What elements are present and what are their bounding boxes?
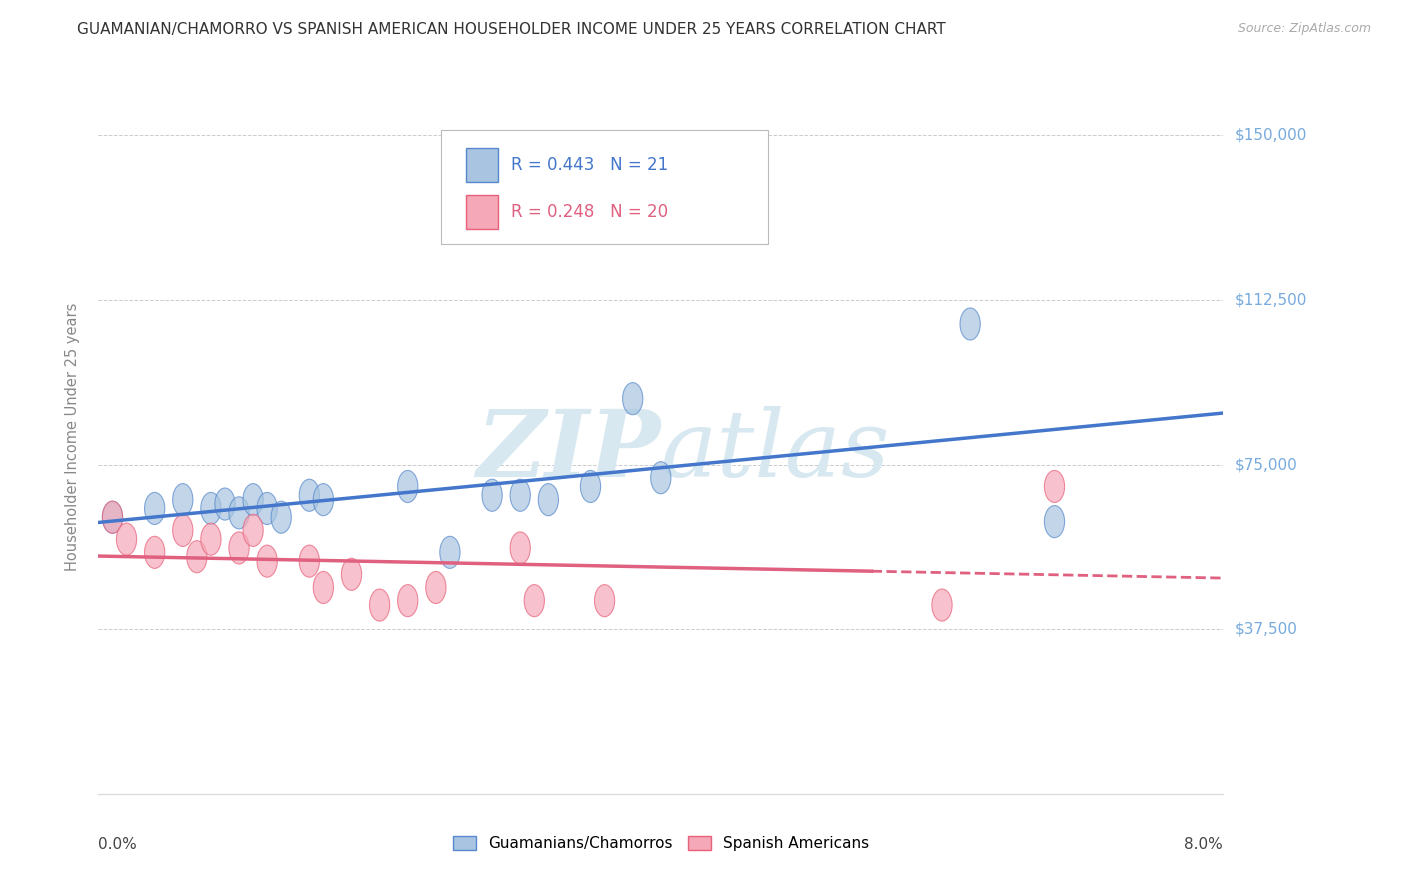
FancyBboxPatch shape (441, 130, 768, 244)
Ellipse shape (538, 483, 558, 516)
Ellipse shape (173, 515, 193, 547)
Ellipse shape (103, 501, 122, 533)
Ellipse shape (510, 479, 530, 511)
Ellipse shape (103, 501, 122, 533)
Ellipse shape (271, 501, 291, 533)
Ellipse shape (187, 541, 207, 573)
Ellipse shape (398, 470, 418, 502)
Ellipse shape (173, 483, 193, 516)
Ellipse shape (524, 584, 544, 616)
Text: $112,500: $112,500 (1234, 293, 1306, 308)
Text: GUAMANIAN/CHAMORRO VS SPANISH AMERICAN HOUSEHOLDER INCOME UNDER 25 YEARS CORRELA: GUAMANIAN/CHAMORRO VS SPANISH AMERICAN H… (77, 22, 946, 37)
Ellipse shape (510, 532, 530, 564)
Ellipse shape (342, 558, 361, 591)
Ellipse shape (299, 545, 319, 577)
Text: R = 0.443   N = 21: R = 0.443 N = 21 (512, 156, 668, 174)
Ellipse shape (960, 308, 980, 340)
Ellipse shape (243, 483, 263, 516)
Ellipse shape (257, 492, 277, 524)
Text: 0.0%: 0.0% (98, 837, 138, 852)
Text: R = 0.248   N = 20: R = 0.248 N = 20 (512, 203, 668, 221)
Ellipse shape (1045, 506, 1064, 538)
Ellipse shape (1045, 470, 1064, 502)
Ellipse shape (623, 383, 643, 415)
Ellipse shape (145, 536, 165, 568)
Ellipse shape (314, 483, 333, 516)
Ellipse shape (314, 572, 333, 604)
Text: atlas: atlas (661, 407, 890, 496)
FancyBboxPatch shape (467, 195, 498, 229)
Ellipse shape (117, 523, 136, 555)
Text: 8.0%: 8.0% (1184, 837, 1223, 852)
Text: $37,500: $37,500 (1234, 622, 1298, 637)
Ellipse shape (595, 584, 614, 616)
Ellipse shape (932, 589, 952, 621)
Ellipse shape (243, 515, 263, 547)
Ellipse shape (257, 545, 277, 577)
Y-axis label: Householder Income Under 25 years: Householder Income Under 25 years (65, 303, 80, 571)
Ellipse shape (370, 589, 389, 621)
Ellipse shape (229, 532, 249, 564)
Ellipse shape (426, 572, 446, 604)
Ellipse shape (299, 479, 319, 511)
Text: $75,000: $75,000 (1234, 457, 1298, 472)
Text: $150,000: $150,000 (1234, 128, 1306, 143)
Ellipse shape (201, 492, 221, 524)
Ellipse shape (440, 536, 460, 568)
Ellipse shape (215, 488, 235, 520)
Ellipse shape (482, 479, 502, 511)
Text: Source: ZipAtlas.com: Source: ZipAtlas.com (1237, 22, 1371, 36)
Ellipse shape (201, 523, 221, 555)
Ellipse shape (229, 497, 249, 529)
FancyBboxPatch shape (467, 148, 498, 183)
Ellipse shape (398, 584, 418, 616)
Ellipse shape (651, 462, 671, 494)
Ellipse shape (145, 492, 165, 524)
Ellipse shape (581, 470, 600, 502)
Legend: Guamanians/Chamorros, Spanish Americans: Guamanians/Chamorros, Spanish Americans (447, 830, 875, 857)
Text: ZIP: ZIP (477, 407, 661, 496)
